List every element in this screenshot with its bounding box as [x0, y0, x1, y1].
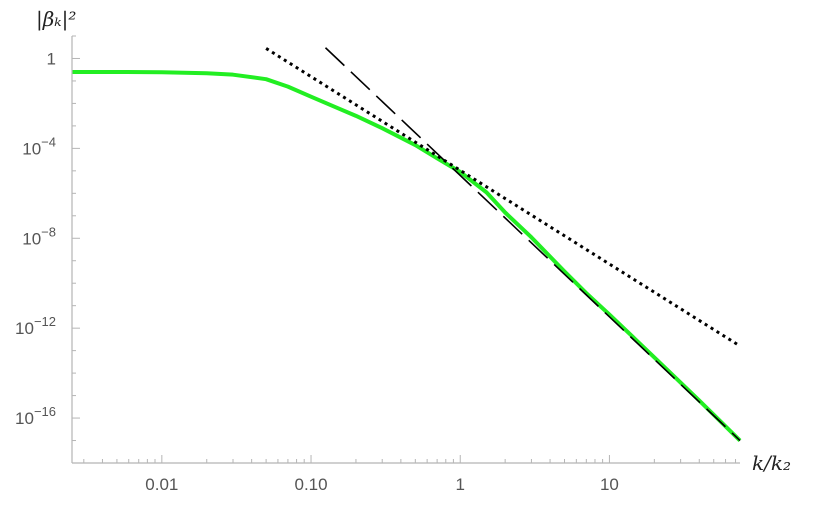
y-tick-exponent: −8 — [41, 224, 56, 239]
x-tick-label: 0.01 — [145, 475, 178, 494]
y-tick-base: 10 — [15, 409, 34, 428]
y-tick-label: 10−4 — [22, 134, 56, 158]
y-tick-label: 10−16 — [15, 404, 56, 428]
series-solid-line — [72, 70, 742, 442]
x-tick-label: 0.10 — [294, 475, 327, 494]
axes — [71, 36, 740, 464]
y-tick-base: 1 — [47, 49, 56, 68]
y-axis-label: |βₖ|² — [36, 7, 76, 32]
x-tick-label: 1 — [456, 475, 465, 494]
y-tick-base: 10 — [22, 229, 41, 248]
x-tick-label: 10 — [600, 475, 619, 494]
x-axis-label: k/k₂ — [752, 451, 791, 475]
y-tick-label: 1 — [47, 49, 56, 68]
y-tick-exponent: −4 — [41, 134, 56, 149]
x-ticks: 0.01 0.10 1 10 — [83, 455, 737, 494]
y-tick-label: 10−8 — [22, 224, 56, 248]
plot-area — [72, 47, 742, 442]
y-tick-base: 10 — [15, 319, 34, 338]
series-dashed-line — [324, 47, 741, 442]
y-tick-exponent: −12 — [34, 314, 56, 329]
y-tick-label: 10−12 — [15, 314, 56, 338]
y-tick-exponent: −16 — [34, 404, 56, 419]
y-tick-base: 10 — [22, 139, 41, 158]
series-dotted-line — [265, 47, 741, 348]
